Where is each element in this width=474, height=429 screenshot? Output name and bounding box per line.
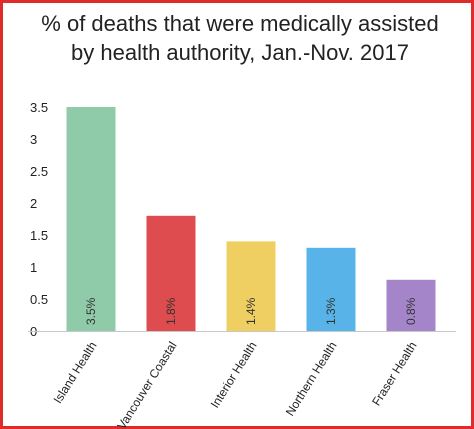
bar [306, 247, 356, 331]
bar [66, 107, 116, 331]
y-tick-label: 2.5 [30, 164, 48, 179]
y-tick-label: 3.5 [30, 100, 48, 115]
y-tick-label: 2 [30, 196, 37, 211]
category-label: Vancouver Coastal [114, 339, 179, 429]
category-label: Interior Health [208, 339, 260, 410]
category-label: Island Health [51, 339, 100, 406]
category-label: Northern Health [283, 339, 340, 418]
data-label: 1.4% [244, 297, 258, 325]
category-label: Fraser Health [369, 339, 419, 408]
data-label: 1.3% [324, 297, 338, 325]
bar [146, 215, 196, 331]
y-tick-label: 1.5 [30, 228, 48, 243]
bar [386, 279, 436, 331]
data-label: 3.5% [84, 297, 98, 325]
chart-title-line-1: % of deaths that were medically assisted [41, 11, 439, 36]
bar [226, 241, 276, 331]
chart-title-line-2: by health authority, Jan.-Nov. 2017 [71, 40, 409, 65]
y-tick-label: 3 [30, 132, 37, 147]
data-label: 1.8% [164, 297, 178, 325]
y-tick-label: 0.5 [30, 292, 48, 307]
data-label: 0.8% [404, 297, 418, 325]
chart-title: % of deaths that were medically assisted… [3, 9, 474, 67]
y-tick-label: 1 [30, 260, 37, 275]
